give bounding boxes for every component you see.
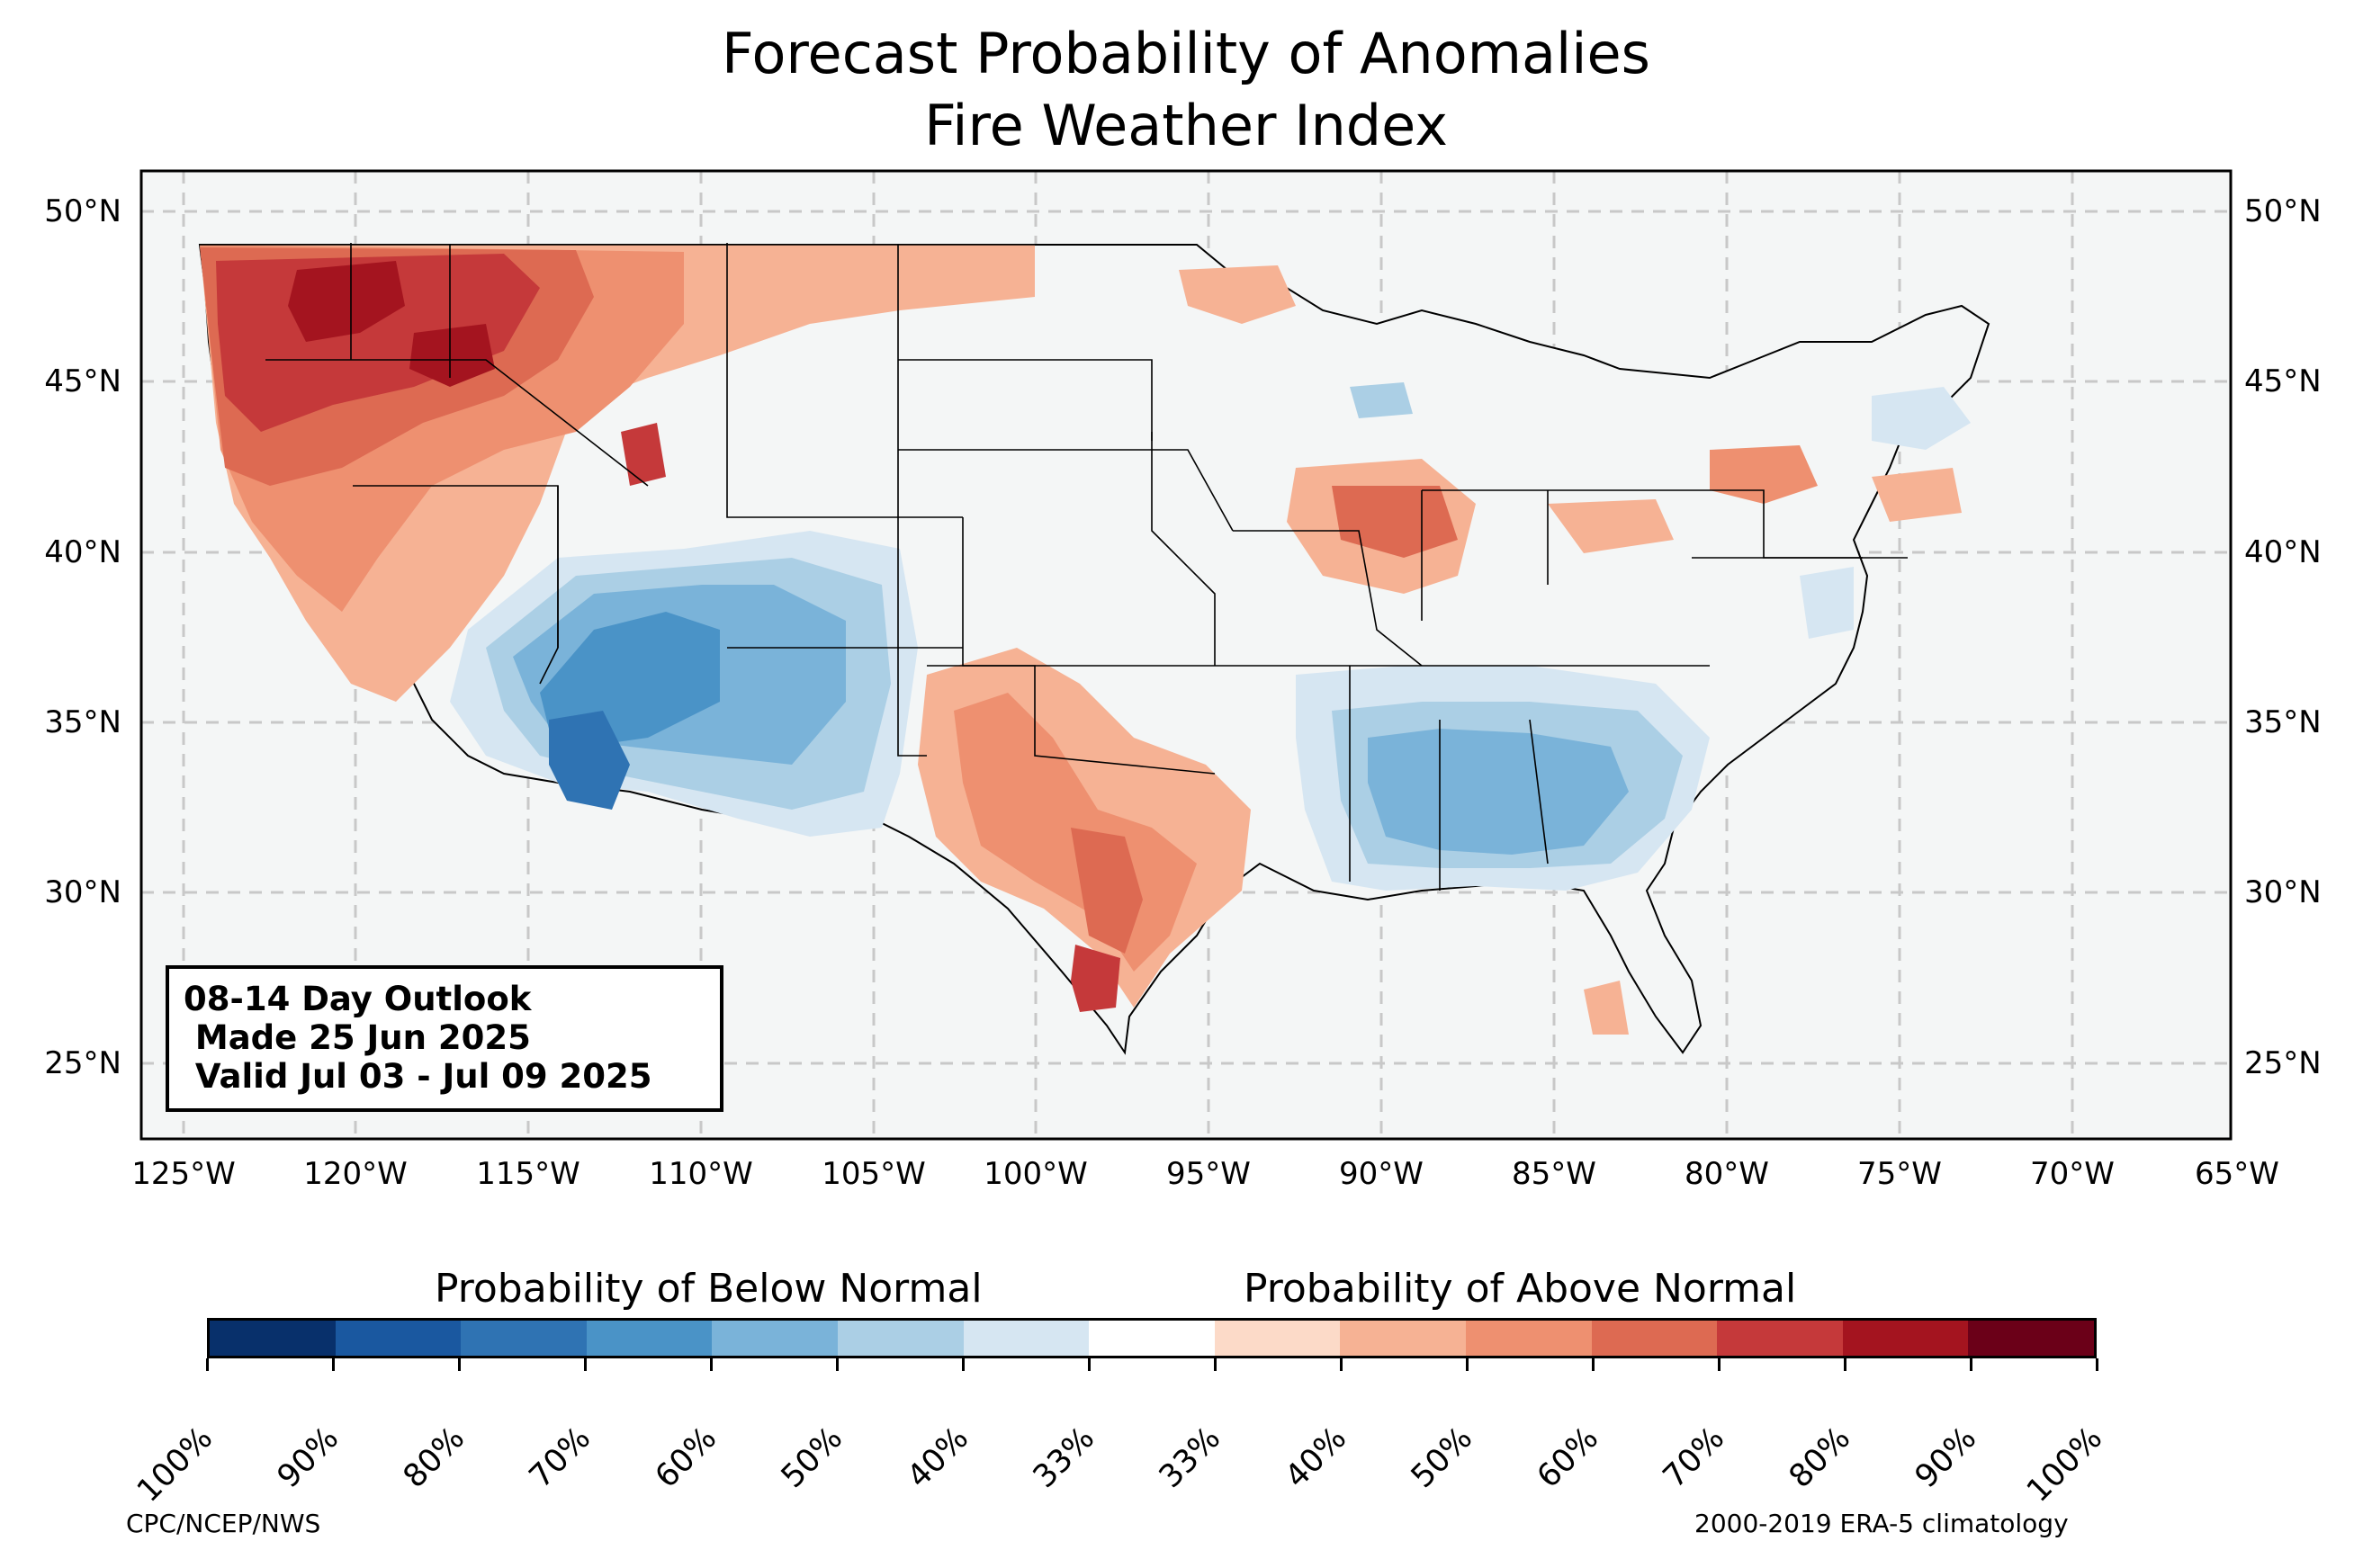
- colorbar-tick-mark: [457, 1358, 461, 1371]
- colorbar-tick-mark: [1717, 1358, 1721, 1371]
- colorbar-tick-mark: [1969, 1358, 1972, 1371]
- colorbar-cell: [1842, 1321, 1969, 1356]
- lon-tick: 105°W: [822, 1156, 926, 1192]
- colorbar-cell: [335, 1321, 462, 1356]
- colorbar-tick-mark: [1843, 1358, 1846, 1371]
- colorbar-tick-mark: [1213, 1358, 1217, 1371]
- colorbar-cell: [1214, 1321, 1341, 1356]
- colorbar-tick-mark: [961, 1358, 965, 1371]
- lon-tick: 120°W: [303, 1156, 408, 1192]
- colorbar-tick-mark: [205, 1358, 209, 1371]
- below-normal-regions: [450, 382, 1971, 891]
- colorbar-tick-mark: [1465, 1358, 1469, 1371]
- colorbar-tick-mark: [1339, 1358, 1343, 1371]
- colorbar-cell: [963, 1321, 1090, 1356]
- lat-tick-right: 50°N: [2244, 193, 2322, 229]
- outlook-made-date: Made 25 Jun 2025: [184, 1018, 531, 1057]
- colorbar-cell: [210, 1321, 336, 1356]
- lon-tick: 100°W: [984, 1156, 1088, 1192]
- lon-tick: 90°W: [1339, 1156, 1424, 1192]
- colorbar-cell: [461, 1321, 587, 1356]
- colorbar-tick-mark: [1591, 1358, 1595, 1371]
- footer-source: CPC/NCEP/NWS: [126, 1509, 321, 1538]
- colorbar-below-label: Probability of Below Normal: [435, 1266, 983, 1312]
- lat-tick-right: 40°N: [2244, 534, 2322, 570]
- lat-tick-left: 50°N: [44, 193, 121, 229]
- footer-climatology: 2000-2019 ERA-5 climatology: [1694, 1509, 2069, 1538]
- colorbar-cell: [1968, 1321, 2094, 1356]
- colorbar-tick-mark: [583, 1358, 587, 1371]
- colorbar-cell: [1465, 1321, 1592, 1356]
- lat-tick-left: 30°N: [44, 874, 121, 910]
- lon-tick: 85°W: [1512, 1156, 1596, 1192]
- colorbar-tick-mark: [331, 1358, 335, 1371]
- map-title-line1: Forecast Probability of Anomalies: [722, 21, 1650, 86]
- lat-tick-right: 35°N: [2244, 704, 2322, 740]
- outlook-period: 08-14 Day Outlook: [184, 980, 532, 1018]
- lon-tick: 95°W: [1166, 1156, 1251, 1192]
- lon-tick: 75°W: [1857, 1156, 1942, 1192]
- colorbar-tick-mark: [2095, 1358, 2098, 1371]
- colorbar-cell: [837, 1321, 964, 1356]
- map-title-line2: Fire Weather Index: [924, 93, 1448, 158]
- map-frame-border: [139, 169, 2233, 1141]
- colorbar-tick-mark: [1087, 1358, 1091, 1371]
- colorbar-cell: [1717, 1321, 1843, 1356]
- colorbar: [207, 1318, 2097, 1358]
- above-normal-regions: [200, 245, 1962, 1035]
- outlook-valid-range: Valid Jul 03 - Jul 09 2025: [184, 1057, 652, 1096]
- lon-tick: 125°W: [131, 1156, 236, 1192]
- lat-tick-right: 30°N: [2244, 874, 2322, 910]
- lon-tick: 65°W: [2195, 1156, 2279, 1192]
- lat-tick-left: 45°N: [44, 363, 121, 399]
- state-borders: [200, 243, 1908, 891]
- lat-tick-right: 25°N: [2244, 1045, 2322, 1081]
- lat-tick-left: 40°N: [44, 534, 121, 570]
- colorbar-cell: [1089, 1321, 1215, 1356]
- lon-tick: 110°W: [649, 1156, 753, 1192]
- lat-tick-left: 35°N: [44, 704, 121, 740]
- lon-tick: 70°W: [2030, 1156, 2115, 1192]
- colorbar-tick-mark: [709, 1358, 713, 1371]
- colorbar-above-label: Probability of Above Normal: [1244, 1266, 1797, 1312]
- colorbar-cell: [712, 1321, 838, 1356]
- colorbar-cell: [1591, 1321, 1718, 1356]
- lat-tick-right: 45°N: [2244, 363, 2322, 399]
- lon-tick: 80°W: [1685, 1156, 1769, 1192]
- colorbar-cell: [1340, 1321, 1466, 1356]
- lon-tick: 115°W: [476, 1156, 580, 1192]
- colorbar-tick-mark: [835, 1358, 839, 1371]
- lat-tick-left: 25°N: [44, 1045, 121, 1081]
- colorbar-cell: [586, 1321, 713, 1356]
- outlook-info-box: 08-14 Day Outlook Made 25 Jun 2025 Valid…: [166, 965, 723, 1112]
